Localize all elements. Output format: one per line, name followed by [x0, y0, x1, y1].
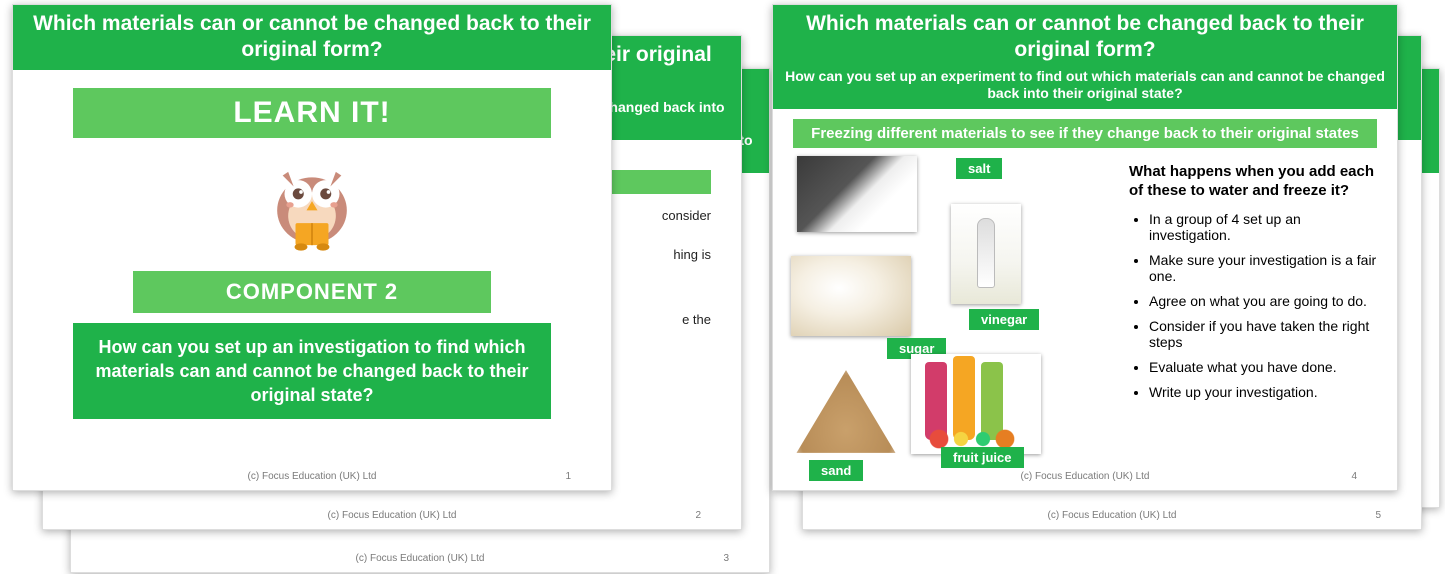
- slide5-footer: (c) Focus Education (UK) Ltd 5: [803, 510, 1421, 521]
- slide4-footer: (c) Focus Education (UK) Ltd 4: [773, 471, 1397, 482]
- slide4-header: Which materials can or cannot be changed…: [773, 5, 1397, 109]
- slide4-title: Which materials can or cannot be changed…: [783, 11, 1387, 64]
- footer-text: (c) Focus Education (UK) Ltd: [328, 510, 457, 521]
- page-number: 3: [723, 553, 729, 564]
- freeze-question: What happens when you add each of these …: [1129, 162, 1379, 201]
- vinegar-label: vinegar: [969, 309, 1039, 330]
- slide1-header: Which materials can or cannot be changed…: [13, 5, 611, 70]
- slide4-body: salt vinegar sugar sand fruit juice What…: [773, 156, 1397, 486]
- footer-text: (c) Focus Education (UK) Ltd: [356, 553, 485, 564]
- component-banner: COMPONENT 2: [133, 271, 491, 313]
- bullet-4: Consider if you have taken the right ste…: [1149, 318, 1379, 350]
- slide-1-front: Which materials can or cannot be changed…: [12, 4, 612, 491]
- salt-image: [797, 156, 917, 232]
- sand-image: [791, 366, 901, 458]
- bullet-2: Make sure your investigation is a fair o…: [1149, 252, 1379, 284]
- learn-it-banner: LEARN IT!: [73, 88, 551, 138]
- page-number: 1: [565, 471, 571, 482]
- slide1-footer: (c) Focus Education (UK) Ltd 1: [13, 471, 611, 482]
- materials-panel: salt vinegar sugar sand fruit juice: [791, 156, 1111, 486]
- bullet-5: Evaluate what you have done.: [1149, 359, 1379, 375]
- freezing-banner: Freezing different materials to see if t…: [793, 119, 1377, 148]
- owl-illustration: [13, 148, 611, 263]
- bullet-3: Agree on what you are going to do.: [1149, 293, 1379, 309]
- slide2-footer: (c) Focus Education (UK) Ltd 2: [43, 510, 741, 521]
- salt-label: salt: [956, 158, 1002, 179]
- bullet-1: In a group of 4 set up an investigation.: [1149, 211, 1379, 243]
- instruction-list: In a group of 4 set up an investigation.…: [1129, 211, 1379, 400]
- bullet-6: Write up your investigation.: [1149, 384, 1379, 400]
- slide3-footer: (c) Focus Education (UK) Ltd 3: [71, 553, 769, 564]
- investigation-question: How can you set up an investigation to f…: [73, 323, 551, 420]
- page-number: 4: [1351, 471, 1357, 482]
- slide1-title: Which materials can or cannot be changed…: [23, 11, 601, 64]
- vinegar-image: [951, 204, 1021, 304]
- footer-text: (c) Focus Education (UK) Ltd: [1021, 471, 1150, 482]
- page-number: 5: [1375, 510, 1381, 521]
- footer-text: (c) Focus Education (UK) Ltd: [1048, 510, 1177, 521]
- fruitjuice-image: [911, 354, 1041, 454]
- instructions-panel: What happens when you add each of these …: [1111, 156, 1379, 486]
- page-number: 2: [695, 510, 701, 521]
- slide4-sub: How can you set up an experiment to find…: [783, 68, 1387, 103]
- slide-4-front: Which materials can or cannot be changed…: [772, 4, 1398, 491]
- owl-icon: [257, 148, 367, 258]
- footer-text: (c) Focus Education (UK) Ltd: [248, 471, 377, 482]
- sugar-image: [791, 256, 911, 336]
- fruitjuice-label: fruit juice: [941, 447, 1024, 468]
